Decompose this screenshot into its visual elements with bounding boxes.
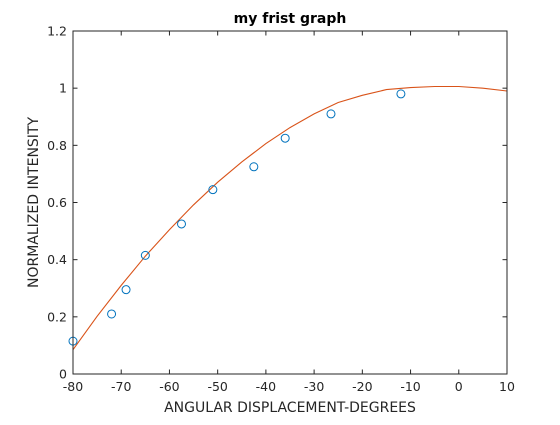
data-point-marker	[107, 309, 117, 319]
x-tick-label: 0	[455, 379, 463, 394]
x-tick-label: -20	[352, 379, 372, 394]
x-tick-label: -30	[304, 379, 324, 394]
y-tick-label: 1.2	[47, 24, 67, 39]
axes-box	[72, 30, 508, 375]
data-point-marker	[208, 185, 218, 195]
y-tick-label: 0.6	[47, 195, 67, 210]
x-tick-label: -10	[400, 379, 420, 394]
data-point-marker	[396, 89, 406, 99]
fit-curve-line	[72, 85, 508, 351]
data-point-marker	[121, 285, 131, 295]
x-axis-label: ANGULAR DISPLACEMENT-DEGREES	[164, 400, 416, 416]
y-tick-label: 0	[59, 367, 67, 382]
x-tick-label: -50	[207, 379, 227, 394]
y-tick-label: 0.8	[47, 138, 67, 153]
ticks-layer: -80 -70 -60 -50 -40 -30 -20 -10 0 10 0 0.2 0.4 0.6 0.8…	[47, 24, 515, 395]
chart-title: my frist graph	[234, 11, 347, 27]
y-tick-label: 0.2	[47, 309, 67, 324]
data-point-marker	[249, 162, 259, 172]
y-tick-label: 0.4	[47, 252, 67, 267]
x-tick-label: -70	[111, 379, 131, 394]
x-tick-label: -60	[159, 379, 179, 394]
y-tick-label: 1	[59, 81, 67, 96]
plot-area	[73, 31, 507, 374]
x-tick-label: -80	[63, 379, 83, 394]
data-point-marker	[140, 250, 150, 260]
x-tick-label: -40	[256, 379, 276, 394]
data-point-marker	[326, 109, 336, 119]
y-axis-label: NORMALIZED INTENSITY	[26, 117, 42, 289]
x-tick-label: 10	[499, 379, 515, 394]
data-point-marker	[280, 133, 290, 143]
data-point-marker	[177, 219, 186, 229]
